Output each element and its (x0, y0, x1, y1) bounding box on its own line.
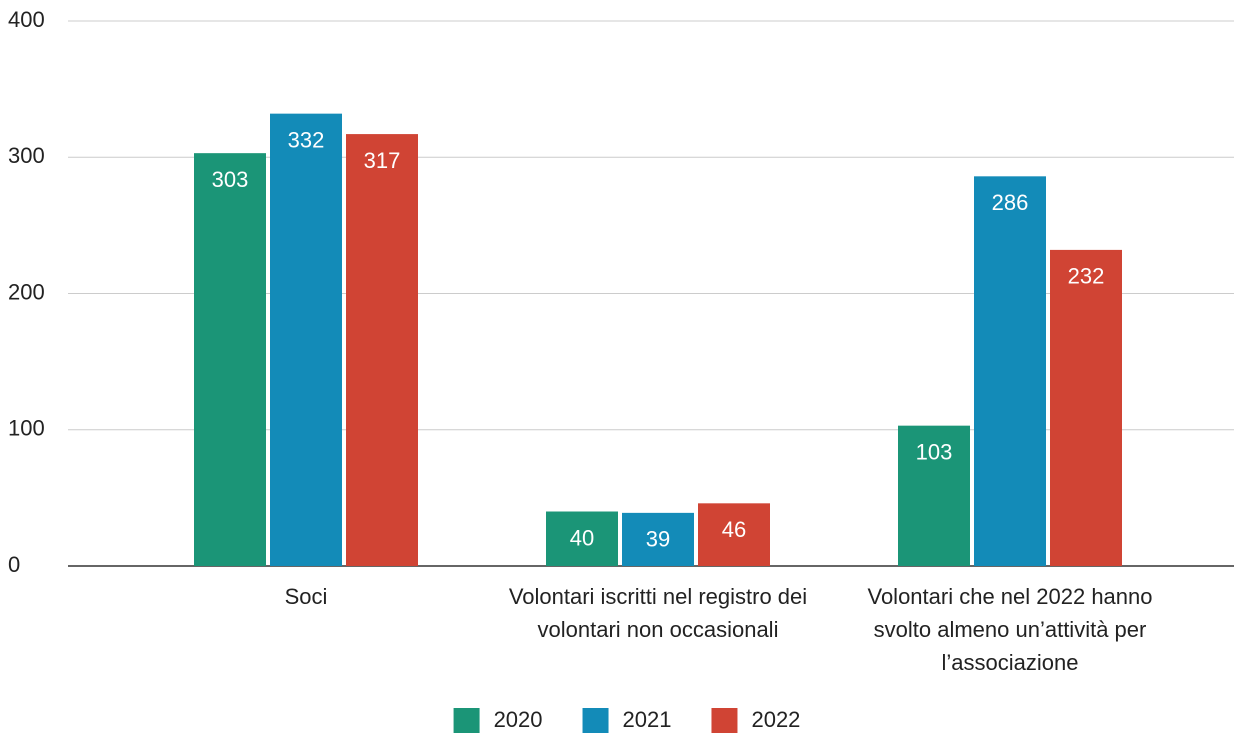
y-tick-label: 100 (8, 416, 45, 441)
value-label: 46 (722, 517, 746, 542)
legend-item: 2021 (582, 707, 672, 733)
bar (974, 176, 1046, 566)
x-tick-label: Volontari che nel 2022 hanno svolto almen… (867, 584, 1152, 675)
value-label: 39 (646, 527, 670, 552)
value-label: 332 (288, 127, 325, 152)
legend-swatch (711, 708, 738, 733)
y-tick-label: 0 (8, 552, 20, 577)
bar (1050, 249, 1122, 566)
label-line: Volontari che nel 2022 hanno (867, 584, 1152, 609)
bar (698, 503, 770, 566)
legend-item: 2022 (711, 707, 800, 733)
value-label: 232 (1068, 264, 1105, 289)
legend-swatch (582, 708, 609, 733)
bar (194, 153, 266, 566)
label-line: volontari non occasionali (538, 617, 779, 642)
x-tick-label: Soci (285, 584, 328, 609)
bar (898, 425, 970, 566)
value-label: 103 (916, 439, 953, 464)
label-line: l’associazione (942, 650, 1079, 675)
y-tick-label: 400 (8, 7, 45, 32)
y-tick-label: 300 (8, 143, 45, 168)
legend-label: 2020 (494, 707, 543, 732)
value-label: 40 (570, 525, 594, 550)
bar (346, 134, 418, 566)
value-label: 303 (212, 167, 249, 192)
bar (270, 113, 342, 567)
label-line: Volontari iscritti nel registro dei (509, 584, 807, 609)
x-tick-label: Volontari iscritti nel registro dei volon… (509, 584, 807, 642)
label-line: Soci (285, 584, 328, 609)
legend-label: 2022 (751, 707, 800, 732)
y-tick-label: 200 (8, 279, 45, 304)
label-line: svolto almeno un’attività per (874, 617, 1147, 642)
bar (622, 512, 694, 566)
legend-item: 2020 (453, 707, 543, 733)
value-label: 286 (992, 190, 1029, 215)
value-label: 317 (364, 148, 401, 173)
bar (546, 511, 618, 566)
legend-label: 2021 (623, 707, 672, 732)
legend-swatch (453, 708, 480, 733)
